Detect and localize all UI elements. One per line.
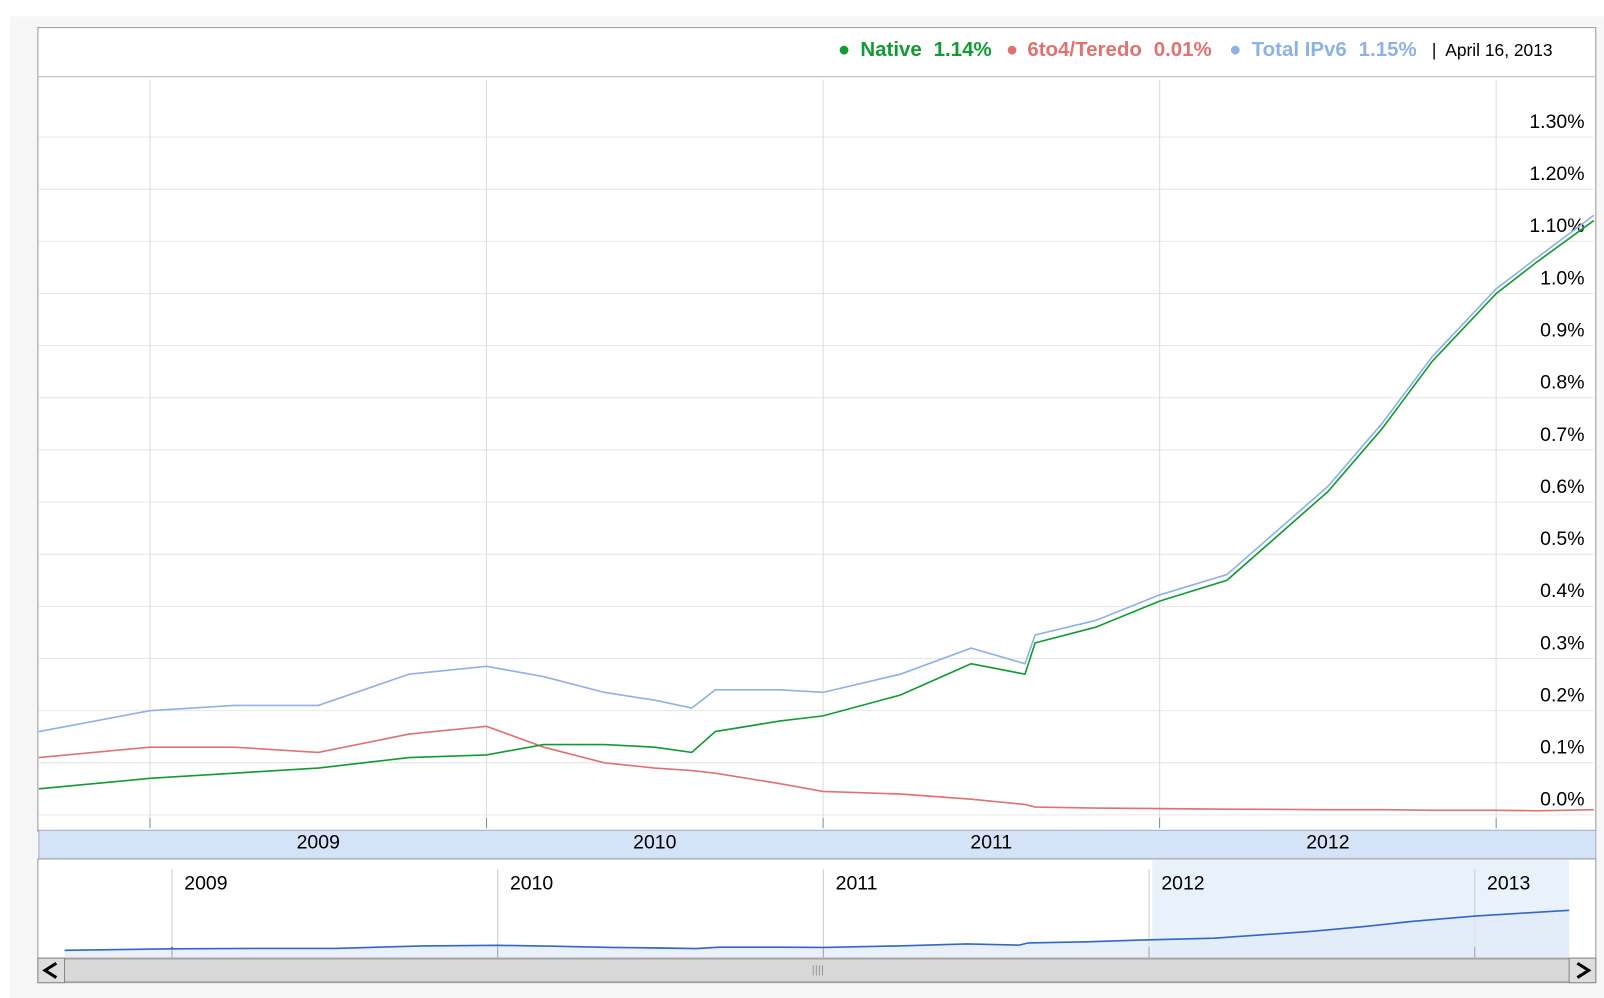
y-tick-label: 0.5% (1540, 528, 1584, 550)
navigator-line (64, 909, 1570, 952)
legend-entry: Native (860, 39, 921, 62)
legend-marker: ● (1229, 39, 1241, 62)
scroll-right-arrow (1576, 961, 1592, 979)
y-tick-label: 1.30% (1529, 111, 1584, 133)
legend-marker: ● (1006, 39, 1018, 62)
y-tick-label: 1.0% (1540, 267, 1584, 289)
x-tick-label: 2011 (970, 832, 1012, 854)
legend-value: 0.01% (1154, 39, 1212, 62)
navigator-tick-label: 2012 (1161, 873, 1204, 895)
navigator-tick-label: 2011 (836, 873, 878, 895)
y-tick-label: 0.3% (1540, 632, 1584, 654)
x-tick-label: 2009 (297, 832, 340, 854)
legend-value: 1.14% (934, 39, 992, 62)
scroll-left-arrow (42, 961, 58, 979)
scroll-left-button[interactable] (37, 957, 66, 984)
y-tick-label: 0.0% (1540, 789, 1584, 811)
legend: ● Native 1.14% ● 6to4/Teredo 0.01% ● Tot… (838, 39, 1553, 62)
series-line (38, 725, 1594, 812)
navigator-area (64, 910, 1570, 958)
legend-marker: ● (838, 39, 850, 62)
legend-entry: Total IPv6 (1252, 39, 1347, 62)
legend-separator: | (1432, 40, 1437, 60)
scroll-right-button[interactable] (1568, 957, 1597, 984)
navigator-tick-label: 2010 (510, 873, 553, 895)
scrollbar-grip (812, 965, 823, 976)
series-line (38, 219, 1595, 790)
plot-box (37, 27, 1597, 832)
y-tick-label: 0.2% (1540, 684, 1584, 706)
series-line (38, 214, 1595, 733)
y-tick-label: 0.1% (1540, 737, 1584, 759)
y-tick-label: 1.20% (1529, 163, 1584, 185)
y-tick-label: 0.4% (1540, 580, 1584, 602)
y-tick-label: 0.6% (1540, 476, 1584, 498)
navigator-tick-label: 2009 (184, 873, 227, 895)
x-axis-band (38, 829, 1597, 860)
legend-entry: 6to4/Teredo (1027, 39, 1142, 62)
x-tick-label: 2010 (633, 832, 676, 854)
legend-date: April 16, 2013 (1445, 40, 1552, 60)
legend-value: 1.15% (1359, 39, 1417, 62)
y-tick-label: 0.9% (1540, 319, 1584, 341)
navigator-tick-label: 2013 (1487, 873, 1530, 895)
x-tick-label: 2012 (1306, 832, 1349, 854)
y-tick-label: 0.7% (1540, 424, 1584, 446)
y-tick-label: 0.8% (1540, 372, 1584, 394)
